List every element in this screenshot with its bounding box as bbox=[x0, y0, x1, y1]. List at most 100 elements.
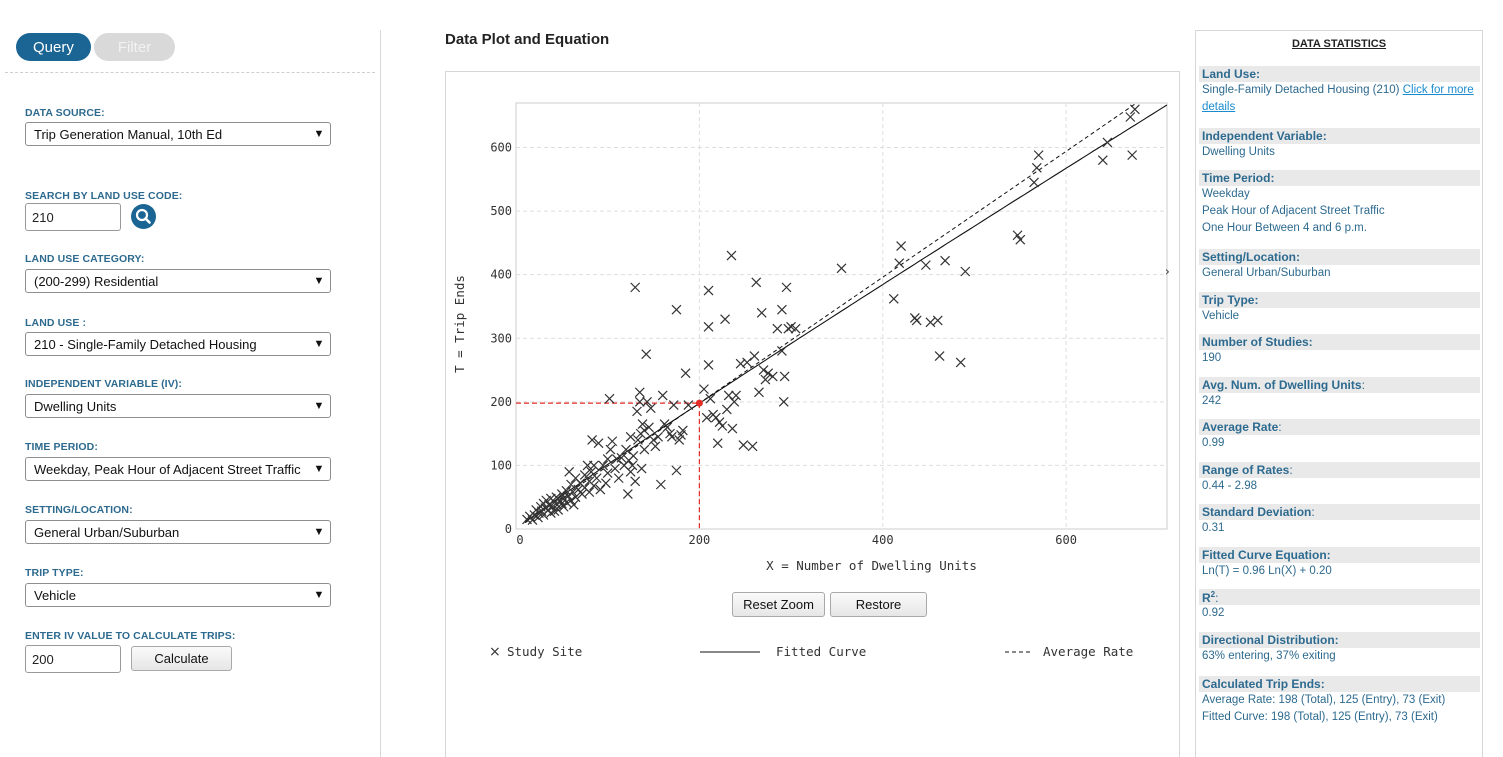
study-site-point bbox=[671, 304, 682, 315]
study-site-point bbox=[639, 425, 650, 436]
study-site-point bbox=[613, 473, 624, 484]
stat-heading: Standard Deviation: bbox=[1199, 504, 1480, 520]
study-site-point bbox=[760, 374, 771, 385]
legend-study-site-icon: × bbox=[489, 644, 501, 660]
study-site-point bbox=[639, 444, 650, 455]
range-heading: Range of Rates bbox=[1202, 463, 1290, 477]
study-site-point bbox=[657, 390, 668, 401]
study-site-point bbox=[632, 406, 642, 417]
time-period-select[interactable]: Weekday, Peak Hour of Adjacent Street Tr… bbox=[25, 457, 331, 481]
legend-fitted-curve-label: Fitted Curve bbox=[776, 644, 866, 659]
study-site-point bbox=[920, 260, 931, 271]
setting-select[interactable]: General Urban/Suburban ▼ bbox=[25, 520, 331, 544]
legend-average-rate-label: Average Rate bbox=[1043, 644, 1133, 659]
study-site-point bbox=[621, 444, 631, 455]
restore-button[interactable]: Restore bbox=[830, 592, 927, 617]
study-site-point bbox=[703, 321, 714, 332]
time-period-value: Weekday, Peak Hour of Adjacent Street Tr… bbox=[34, 461, 301, 477]
tab-filter[interactable]: Filter bbox=[93, 33, 176, 61]
y-tick-label: 600 bbox=[490, 141, 512, 155]
dropdown-arrow-icon: ▼ bbox=[313, 526, 325, 538]
data-source-select[interactable]: Trip Generation Manual, 10th Ed ▼ bbox=[25, 122, 331, 146]
land-use-code-input[interactable]: 210 bbox=[25, 203, 121, 231]
stat-value: Vehicle bbox=[1202, 310, 1240, 322]
stats-title: DATA STATISTICS bbox=[1291, 38, 1387, 50]
study-site-point bbox=[758, 365, 769, 375]
land-use-select[interactable]: 210 - Single-Family Detached Housing ▼ bbox=[25, 332, 331, 356]
stat-iv: Independent Variable: Dwelling Units bbox=[1199, 128, 1480, 161]
stat-calculated-trip-ends: Calculated Trip Ends: Average Rate: 198 … bbox=[1199, 676, 1480, 726]
more-details-link[interactable]: Click for more details bbox=[1202, 84, 1474, 113]
y-tick-label: 300 bbox=[490, 331, 512, 345]
search-button[interactable] bbox=[131, 204, 156, 229]
study-site-point bbox=[772, 323, 783, 334]
y-tick-label: 100 bbox=[490, 458, 512, 472]
trip-type-value: Vehicle bbox=[34, 587, 76, 603]
stat-heading: Land Use: bbox=[1199, 66, 1480, 82]
study-site-point bbox=[1129, 104, 1140, 115]
avg-rate-heading: Average Rate bbox=[1202, 420, 1279, 434]
overflow-marker: › bbox=[1165, 264, 1170, 278]
stat-range-of-rates: Range of Rates: 0.44 - 2.98 bbox=[1199, 462, 1480, 495]
stat-value: 0.31 bbox=[1202, 522, 1225, 534]
setting-value: General Urban/Suburban bbox=[34, 524, 180, 540]
stat-value: General Urban/Suburban bbox=[1202, 267, 1331, 279]
study-site-point bbox=[955, 357, 966, 368]
study-site-point bbox=[674, 435, 685, 445]
setting-label: SETTING/LOCATION: bbox=[25, 504, 133, 516]
study-site-point bbox=[731, 390, 741, 401]
study-site-point bbox=[627, 460, 638, 471]
stat-value: 63% entering, 37% exiting bbox=[1202, 650, 1336, 662]
study-site-point bbox=[738, 440, 749, 450]
study-site-point bbox=[896, 241, 907, 251]
study-site-point bbox=[699, 384, 709, 395]
x-tick-label: 600 bbox=[1055, 533, 1077, 547]
category-select[interactable]: (200-299) Residential ▼ bbox=[25, 269, 331, 293]
data-source-label: DATA SOURCE: bbox=[25, 107, 105, 119]
study-site-point bbox=[1029, 177, 1039, 188]
trip-type-select[interactable]: Vehicle ▼ bbox=[25, 583, 331, 607]
x-tick-label: 0 bbox=[516, 533, 523, 547]
study-site-point bbox=[754, 387, 764, 398]
study-site-point bbox=[726, 250, 737, 261]
study-site-point bbox=[779, 371, 790, 382]
stat-value: 0.92 bbox=[1202, 607, 1225, 619]
iv-select[interactable]: Dwelling Units ▼ bbox=[25, 394, 331, 418]
study-site-point bbox=[584, 487, 595, 498]
study-site-point bbox=[637, 419, 648, 430]
dropdown-arrow-icon: ▼ bbox=[313, 400, 325, 412]
study-site-point bbox=[633, 435, 643, 445]
study-site-point bbox=[680, 368, 691, 379]
calculate-button[interactable]: Calculate bbox=[131, 646, 232, 671]
study-site-point bbox=[636, 463, 647, 474]
stat-value: Dwelling Units bbox=[1202, 146, 1275, 158]
stat-heading: Number of Studies: bbox=[1199, 334, 1480, 350]
stat-value: Ln(T) = 0.96 Ln(X) + 0.20 bbox=[1202, 565, 1332, 577]
study-site-point bbox=[756, 307, 767, 318]
iv-value-input[interactable]: 200 bbox=[25, 645, 121, 673]
study-site-point bbox=[888, 293, 899, 304]
study-site-point bbox=[911, 315, 922, 326]
study-site-point bbox=[703, 360, 714, 370]
study-site-point bbox=[591, 473, 602, 484]
study-site-point bbox=[605, 444, 616, 455]
study-site-point bbox=[778, 396, 789, 407]
stat-heading: Time Period: bbox=[1199, 170, 1480, 186]
search-label: SEARCH BY LAND USE CODE: bbox=[25, 190, 183, 202]
land-use-text: Single-Family Detached Housing (210) bbox=[1202, 84, 1400, 96]
study-site-point bbox=[579, 470, 590, 480]
divider bbox=[5, 72, 375, 73]
study-site-point bbox=[781, 282, 792, 293]
tab-query[interactable]: Query bbox=[16, 33, 91, 61]
highlight-point bbox=[695, 399, 703, 407]
stat-value: 242 bbox=[1202, 395, 1222, 407]
stat-r-squared: R2: 0.92 bbox=[1199, 589, 1480, 622]
stat-heading: Average Rate: bbox=[1199, 419, 1480, 435]
study-site-point bbox=[717, 421, 728, 431]
stat-heading: Directional Distribution: bbox=[1199, 632, 1480, 648]
stat-heading: Avg. Num. of Dwelling Units: bbox=[1199, 377, 1480, 393]
reset-zoom-button[interactable]: Reset Zoom bbox=[732, 592, 825, 617]
scatter-chart[interactable]: 0 200 400 600 0 100 200 300 400 500 600 X = Number … bbox=[445, 71, 1180, 757]
stat-average-rate: Average Rate: 0.99 bbox=[1199, 419, 1480, 452]
study-site-point bbox=[677, 425, 688, 436]
